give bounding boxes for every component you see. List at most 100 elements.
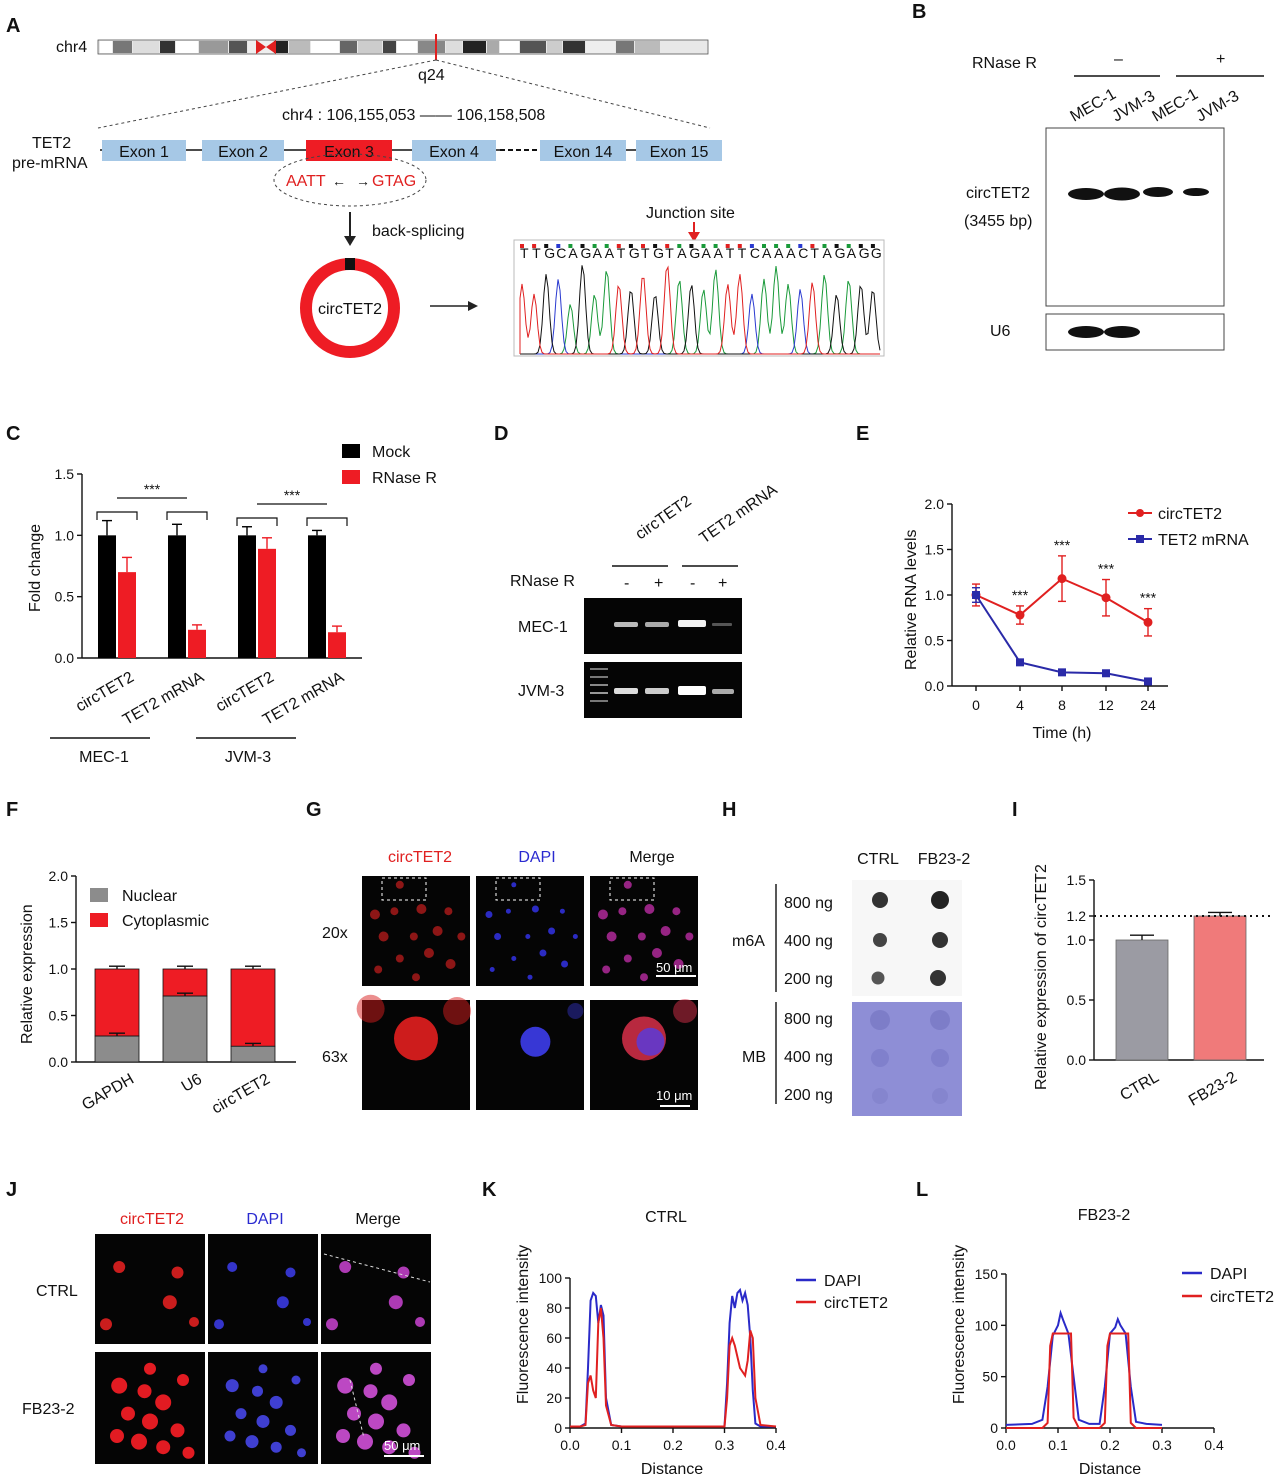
junction-site-label: Junction site <box>646 205 735 222</box>
sign-label: - <box>690 575 695 592</box>
amount-label: 400 ng <box>784 1049 833 1066</box>
chromosome-band <box>418 41 445 53</box>
cell <box>672 907 681 916</box>
col-label-ctrl-h: CTRL <box>857 851 899 868</box>
blot-dot <box>871 971 885 985</box>
base-letter: G <box>653 245 664 261</box>
base-letter: C <box>750 245 760 261</box>
col-label-circtet2: circTET2 <box>633 493 695 544</box>
base-letter: A <box>823 245 833 261</box>
col-label-dapi-g: DAPI <box>518 849 555 866</box>
cell <box>623 954 632 963</box>
legend-dapi-k: DAPI <box>824 1273 861 1290</box>
chromosome-band <box>289 41 310 53</box>
northern-blot-frame <box>1045 127 1225 307</box>
base-letter: A <box>762 245 772 261</box>
data-point <box>1016 658 1024 667</box>
bar <box>168 535 186 658</box>
base-dot <box>846 244 851 248</box>
bar <box>1115 939 1169 1061</box>
cell <box>511 956 517 961</box>
base-dot <box>580 244 585 248</box>
exon-15-label: Exon 15 <box>650 144 709 161</box>
band-label-u6: U6 <box>990 323 1011 340</box>
blot-band <box>1068 188 1104 200</box>
micrograph <box>95 1234 205 1344</box>
cell <box>162 1295 177 1310</box>
profile-line <box>323 1253 431 1283</box>
cell <box>397 1266 410 1279</box>
y-tick-label: 20 <box>546 1390 562 1406</box>
panel-a: A chr4 q24 chr4 : 106,155,053 —— 106,158… <box>6 15 885 358</box>
panel-label-c: C <box>6 423 20 445</box>
junction-mark <box>345 258 355 270</box>
circ-label: circTET2 <box>318 301 382 318</box>
cell <box>637 932 646 941</box>
cell <box>395 880 404 889</box>
cell <box>415 1317 425 1327</box>
amount-label: 400 ng <box>784 933 833 950</box>
x-tick-label: FB23-2 <box>1186 1069 1240 1110</box>
col-label-merge-g: Merge <box>629 849 674 866</box>
scale-label-10: 10 μm <box>656 1088 692 1103</box>
y-tick-label: 80 <box>546 1300 562 1316</box>
y-tick-label: 50 <box>982 1369 998 1385</box>
legend-swatch-rnase <box>342 470 360 484</box>
rnase-r-label: RNase R <box>972 55 1037 72</box>
sign-label: - <box>624 575 629 592</box>
cell <box>113 1261 126 1273</box>
cell <box>445 959 456 969</box>
x-tick-label: 0.2 <box>1100 1437 1120 1453</box>
title-l: FB23-2 <box>1078 1207 1131 1224</box>
cell <box>561 960 569 968</box>
base-letter: G <box>859 245 870 261</box>
profile-circTET2 <box>570 1307 777 1428</box>
trace-T <box>519 265 880 355</box>
exon-2-box <box>202 140 284 161</box>
profile-circTET2 <box>1006 1332 1162 1429</box>
cell <box>673 959 684 969</box>
splice-left-label: AATT <box>286 173 326 190</box>
exon-4-label: Exon 4 <box>429 144 479 161</box>
legend-nuclear: Nuclear <box>122 888 178 905</box>
base-dot <box>616 244 621 248</box>
col-label-merge-j: Merge <box>355 1211 400 1228</box>
micrograph <box>476 876 584 986</box>
cell <box>485 911 493 918</box>
cell <box>252 1385 263 1397</box>
back-splicing-label: back-splicing <box>372 223 464 240</box>
legend-swatch-mock <box>342 444 360 458</box>
exon-4-box <box>412 140 496 161</box>
x-tick-label: U6 <box>179 1071 205 1096</box>
base-dot <box>604 244 609 248</box>
x-tick-label: 0.4 <box>766 1437 786 1453</box>
band-label-circtet2: circTET2 <box>966 185 1030 202</box>
bar-segment <box>162 968 208 997</box>
y-tick-label: 0.5 <box>925 633 945 649</box>
panel-label-f: F <box>6 799 18 821</box>
sig-label: *** <box>1140 590 1157 606</box>
cell <box>618 907 627 916</box>
cell <box>651 948 662 958</box>
cell <box>531 905 539 913</box>
x-tick-label: 12 <box>1098 697 1114 713</box>
group-label-jvm3: JVM-3 <box>225 749 271 766</box>
ylabel-l: Fluorescence intensity <box>951 1245 968 1404</box>
bar <box>1193 915 1247 1061</box>
cell <box>382 1440 397 1455</box>
band-label: q24 <box>418 67 445 84</box>
cell <box>303 1318 311 1326</box>
blot-dot <box>931 891 949 909</box>
legend-cytoplasmic: Cytoplasmic <box>122 913 209 930</box>
x-tick-label: 8 <box>1058 697 1066 713</box>
profile-line <box>349 1379 365 1439</box>
y-tick-label: 1.5 <box>925 542 945 558</box>
chart-f: 0.0 0.5 1.0 1.5 2.0 GAPDH U6 circTET2 <box>49 868 296 1117</box>
xlabel-l: Distance <box>1079 1461 1141 1476</box>
blot-band <box>1104 326 1140 338</box>
chromosome-band <box>133 41 159 53</box>
base-dot <box>786 244 791 248</box>
base-letter: A <box>677 245 687 261</box>
cell <box>110 1429 124 1443</box>
base-dot <box>858 244 863 248</box>
